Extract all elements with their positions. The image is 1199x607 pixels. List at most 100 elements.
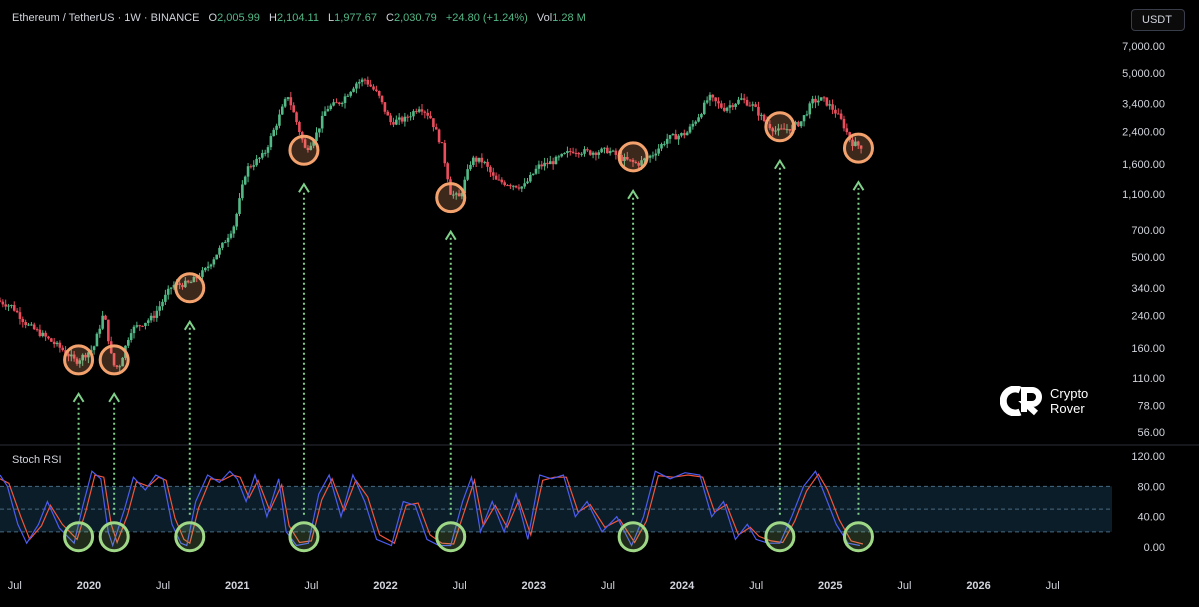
- candle-body: [392, 122, 395, 125]
- candle-body: [560, 153, 564, 157]
- time-axis-tick: Jul: [897, 580, 911, 592]
- stoch-oversold-circle: [174, 521, 206, 553]
- candle-body: [318, 128, 321, 133]
- candle-body: [338, 102, 341, 104]
- candle-body: [186, 280, 190, 283]
- crypto-rover-logo-icon: [1000, 386, 1042, 416]
- candle-body: [141, 325, 144, 327]
- candle-body: [69, 354, 73, 357]
- chart-header: Ethereum / TetherUS · 1W · BINANCE O2,00…: [12, 12, 586, 24]
- candle-body: [78, 360, 82, 364]
- candle-body: [329, 105, 333, 110]
- candle-body: [414, 111, 418, 113]
- candle-body: [15, 310, 19, 313]
- candle-body: [360, 79, 364, 83]
- time-axis-tick: Jul: [453, 580, 467, 592]
- candle-body: [817, 100, 820, 103]
- candle-body: [503, 182, 506, 186]
- candle-body: [377, 90, 381, 96]
- signal-arrow-head: [108, 392, 121, 403]
- candle-body: [195, 277, 199, 279]
- candle-body: [135, 325, 139, 327]
- price-axis-tick: 3,400.00: [1122, 99, 1165, 111]
- candle-body: [275, 125, 278, 130]
- candle-body: [206, 266, 210, 269]
- candle-body: [238, 198, 241, 214]
- candle-body: [218, 247, 221, 255]
- price-axis-tick: 500.00: [1131, 252, 1165, 264]
- volume-label: Vol: [536, 12, 553, 24]
- candle-body: [494, 175, 498, 180]
- currency-button[interactable]: USDT: [1131, 9, 1185, 31]
- logo-line-1: Crypto: [1050, 386, 1089, 401]
- candle-body: [406, 116, 410, 118]
- candle-body: [298, 122, 301, 133]
- candle-body: [648, 155, 652, 158]
- candle-body: [472, 157, 475, 165]
- candle-body: [799, 121, 803, 127]
- candle-body: [255, 158, 258, 166]
- candle-body: [663, 143, 666, 145]
- candle-body: [432, 118, 435, 128]
- price-axis-tick: 1,600.00: [1122, 159, 1165, 171]
- candle-body: [720, 103, 723, 108]
- candle-body: [201, 270, 204, 277]
- candle-body: [754, 104, 757, 107]
- logo-line-2: Rover: [1050, 401, 1085, 416]
- candle-body: [688, 126, 692, 133]
- stoch-axis-tick: 0.00: [1144, 542, 1165, 554]
- price-bottom-circle: [98, 344, 130, 376]
- candle-body: [21, 318, 25, 323]
- candle-body: [107, 319, 110, 342]
- candle-body: [623, 156, 626, 162]
- candle-body: [625, 156, 629, 160]
- candle-body: [155, 310, 159, 318]
- candle-body: [665, 138, 669, 144]
- candle-body: [158, 306, 161, 311]
- candle-body: [286, 97, 290, 100]
- candle-body: [651, 155, 655, 157]
- candle-body: [221, 242, 224, 248]
- candle-body: [47, 336, 50, 339]
- candle-body: [1, 301, 5, 305]
- price-axis-tick: 5,000.00: [1122, 68, 1165, 80]
- candle-body: [75, 358, 79, 364]
- candle-body: [779, 128, 783, 130]
- candle-body: [320, 115, 324, 129]
- candle-body: [446, 163, 449, 180]
- candle-body: [851, 139, 854, 147]
- price-axis-tick: 2,400.00: [1122, 127, 1165, 139]
- candle-body: [121, 357, 124, 367]
- candle-body: [603, 147, 606, 149]
- price-bottom-circle: [174, 272, 206, 304]
- candle-body: [523, 183, 526, 187]
- candle-body: [389, 115, 392, 123]
- candle-body: [640, 160, 643, 166]
- time-axis-tick: 2026: [966, 580, 990, 592]
- candle-body: [474, 157, 478, 162]
- stoch-axis-tick: 120.00: [1131, 451, 1165, 463]
- candle-body: [594, 152, 598, 155]
- candle-body: [278, 114, 281, 126]
- candle-body: [164, 294, 167, 302]
- candle-body: [400, 117, 404, 122]
- candle-body: [261, 153, 264, 158]
- candle-body: [774, 130, 777, 132]
- candle-body: [526, 181, 529, 184]
- candle-body: [18, 312, 22, 319]
- price-bottom-circle: [617, 141, 649, 173]
- candle-body: [7, 305, 10, 307]
- candle-body: [209, 264, 213, 267]
- candle-body: [557, 156, 561, 158]
- candle-body: [440, 142, 444, 144]
- candle-body: [859, 145, 863, 149]
- candle-body: [166, 288, 170, 295]
- candle-body: [346, 95, 350, 97]
- candle-body: [742, 98, 746, 100]
- candle-body: [574, 152, 578, 154]
- low-value: 1,977.67: [334, 12, 377, 24]
- time-axis-tick: 2021: [225, 580, 249, 592]
- candle-body: [782, 128, 786, 130]
- signal-arrow-head: [72, 392, 85, 403]
